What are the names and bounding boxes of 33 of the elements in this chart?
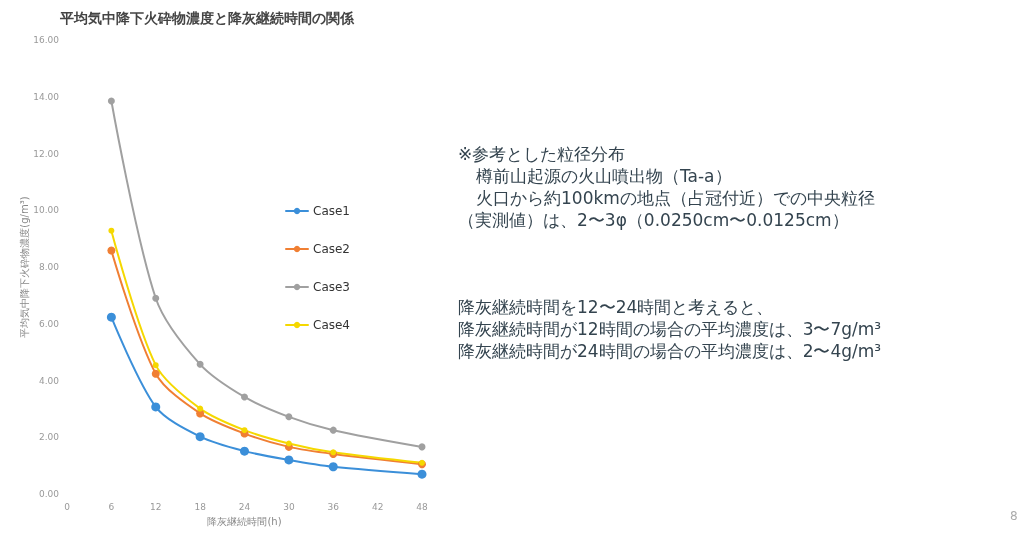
- text: 8: [1010, 509, 1018, 523]
- y-tick-label: 16.00: [33, 35, 60, 45]
- legend-label: Case2: [313, 242, 351, 256]
- y-tick-label: 6.00: [38, 318, 60, 329]
- x-tick-label: 48: [416, 501, 428, 512]
- y-tick-label: 12.00: [33, 148, 60, 159]
- legend-label: Case4: [313, 318, 351, 332]
- y-tick-label: 4.00: [38, 375, 60, 386]
- text: 降灰継続時間が24時間の場合の平均濃度は、2〜4g/m³: [458, 340, 882, 361]
- x-tick-label: 30: [283, 501, 295, 512]
- x-tick-label: 18: [194, 501, 207, 512]
- y-tick-label: 0.00: [38, 489, 60, 499]
- y-tick-label: 8.00: [38, 262, 60, 272]
- y-tick-label: 10.00: [33, 205, 60, 216]
- x-tick-label: 0: [64, 501, 71, 512]
- text: 降灰継続時間を12〜24時間と考えると、: [458, 296, 774, 317]
- chart-title: 平均気中降下火砕物濃度と降灰継続時間の関係: [59, 10, 355, 26]
- x-tick-label: 6: [108, 501, 115, 512]
- legend-label: Case3: [313, 280, 351, 294]
- text: ※参考とした粒径分布: [458, 143, 626, 164]
- y-axis-title: 平均気中降下火砕物濃度(g/m³): [18, 196, 30, 338]
- legend-label: Case1: [313, 204, 351, 218]
- y-tick-label: 2.00: [38, 432, 60, 443]
- x-tick-label: 12: [150, 501, 162, 512]
- text: （実測値）は、2〜3φ（0.0250cm〜0.0125cm）: [458, 209, 849, 230]
- text: 樽前山起源の火山噴出物（Ta-a）: [476, 165, 732, 186]
- x-tick-label: 24: [238, 501, 251, 512]
- x-tick-label: 36: [327, 501, 340, 512]
- x-tick-label: 42: [371, 501, 384, 512]
- text: 火口から約100kmの地点（占冠付近）での中央粒径: [476, 187, 875, 208]
- x-axis-title: 降灰継続時間(h): [207, 515, 282, 527]
- text: 降灰継続時間が12時間の場合の平均濃度は、3〜7g/m³: [458, 318, 882, 339]
- y-tick-label: 14.00: [33, 91, 60, 102]
